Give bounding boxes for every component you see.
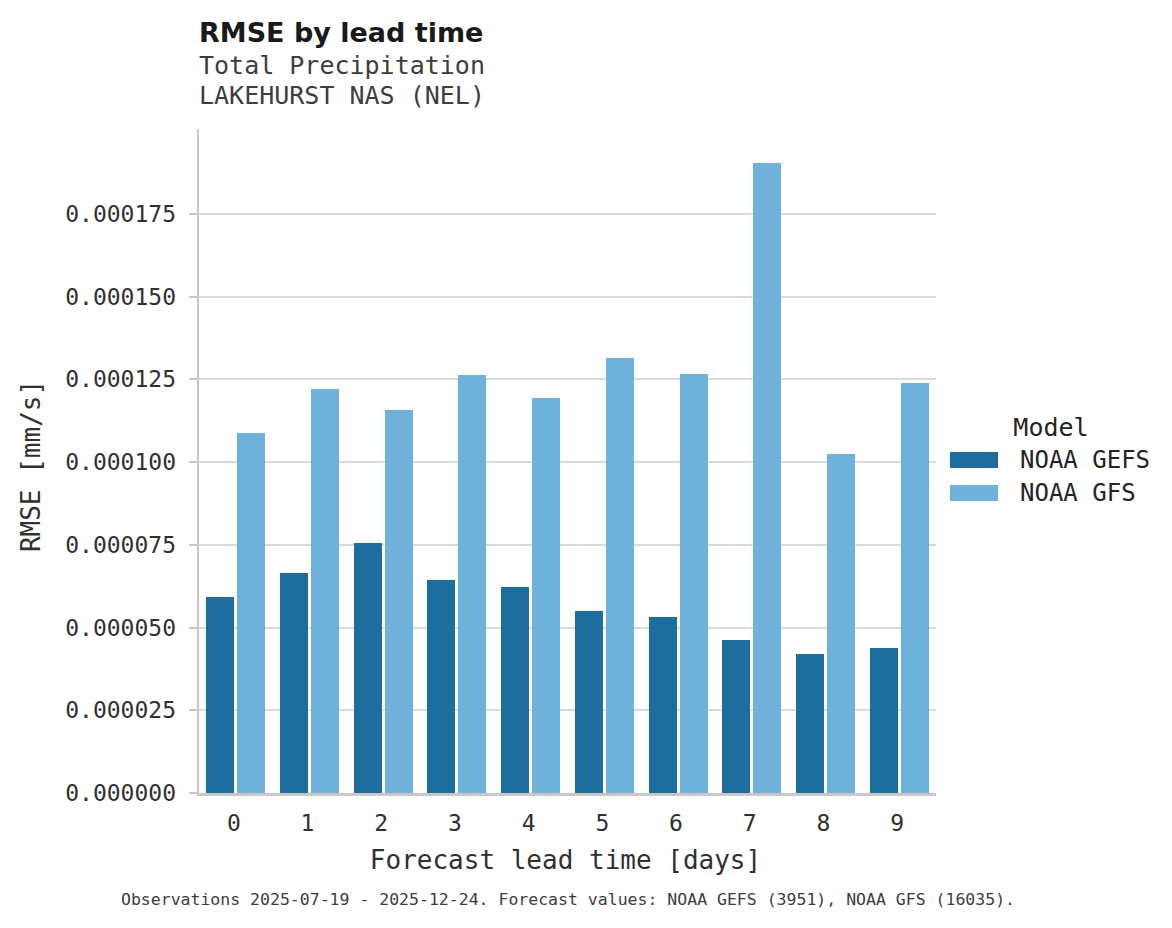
x-tick-label: 9 xyxy=(867,810,927,836)
x-tick-label: 4 xyxy=(499,810,559,836)
plot-area xyxy=(197,129,936,796)
bar-noaa-gefs-lead-9 xyxy=(870,648,898,793)
y-tick-mark xyxy=(189,213,197,215)
y-tick-label: 0.000000 xyxy=(0,779,176,807)
y-tick-label: 0.000075 xyxy=(0,531,176,559)
bar-noaa-gefs-lead-2 xyxy=(354,543,382,793)
legend-label-noaa-gefs: NOAA GEFS xyxy=(1020,446,1150,474)
x-tick-label: 8 xyxy=(793,810,853,836)
x-tick-label: 2 xyxy=(351,810,411,836)
chart-subtitle-variable: Total Precipitation xyxy=(199,51,485,80)
x-axis-title: Forecast lead time [days] xyxy=(197,845,934,875)
y-tick-label: 0.000125 xyxy=(0,365,176,393)
bar-noaa-gfs-lead-2 xyxy=(385,410,413,793)
bar-group-lead-0 xyxy=(199,129,273,793)
y-tick-mark xyxy=(189,627,197,629)
bar-noaa-gefs-lead-8 xyxy=(796,654,824,793)
bar-noaa-gefs-lead-7 xyxy=(722,640,750,793)
bar-group-lead-3 xyxy=(420,129,494,793)
bar-noaa-gfs-lead-8 xyxy=(827,454,855,793)
x-tick-label: 7 xyxy=(720,810,780,836)
legend-title: Model xyxy=(950,412,1152,443)
bar-group-lead-2 xyxy=(346,129,420,793)
x-tick-label: 3 xyxy=(425,810,485,836)
bar-group-lead-8 xyxy=(789,129,863,793)
bar-noaa-gfs-lead-7 xyxy=(753,163,781,793)
bar-noaa-gfs-lead-5 xyxy=(606,358,634,793)
y-tick-mark xyxy=(189,461,197,463)
y-tick-mark xyxy=(189,378,197,380)
bar-noaa-gfs-lead-3 xyxy=(458,375,486,793)
bar-noaa-gfs-lead-1 xyxy=(311,389,339,793)
bars-layer xyxy=(199,129,936,793)
y-tick-mark xyxy=(189,792,197,794)
rmse-bar-chart-figure: RMSE by lead time Total Precipitation LA… xyxy=(0,0,1172,928)
bar-noaa-gefs-lead-1 xyxy=(280,573,308,793)
bar-noaa-gefs-lead-4 xyxy=(501,587,529,793)
y-tick-label: 0.000025 xyxy=(0,696,176,724)
bar-group-lead-1 xyxy=(273,129,347,793)
legend-swatch-noaa-gefs xyxy=(950,452,998,468)
y-tick-label: 0.000050 xyxy=(0,614,176,642)
bar-noaa-gefs-lead-5 xyxy=(575,611,603,793)
x-tick-label: 6 xyxy=(646,810,706,836)
y-tick-mark xyxy=(189,709,197,711)
bar-noaa-gefs-lead-0 xyxy=(206,597,234,793)
x-tick-label: 5 xyxy=(572,810,632,836)
bar-noaa-gfs-lead-0 xyxy=(237,433,265,793)
y-tick-mark xyxy=(189,296,197,298)
bar-group-lead-4 xyxy=(494,129,568,793)
bar-noaa-gfs-lead-4 xyxy=(532,398,560,793)
bar-noaa-gfs-lead-6 xyxy=(680,374,708,793)
bar-noaa-gfs-lead-9 xyxy=(901,383,929,793)
y-tick-label: 0.000100 xyxy=(0,448,176,476)
y-tick-label: 0.000175 xyxy=(0,200,176,228)
legend-item-noaa-gfs: NOAA GFS xyxy=(950,477,1152,509)
chart-subtitle-station: LAKEHURST NAS (NEL) xyxy=(199,81,485,110)
legend: Model NOAA GEFS NOAA GFS xyxy=(950,412,1152,509)
legend-label-noaa-gfs: NOAA GFS xyxy=(1020,479,1136,507)
y-tick-mark xyxy=(189,544,197,546)
y-tick-label: 0.000150 xyxy=(0,283,176,311)
bar-group-lead-5 xyxy=(568,129,642,793)
bar-group-lead-7 xyxy=(715,129,789,793)
bar-group-lead-6 xyxy=(641,129,715,793)
figure-caption: Observations 2025-07-19 - 2025-12-24. Fo… xyxy=(0,890,1136,909)
bar-noaa-gefs-lead-3 xyxy=(427,580,455,793)
bar-noaa-gefs-lead-6 xyxy=(649,617,677,793)
legend-item-noaa-gefs: NOAA GEFS xyxy=(950,444,1152,476)
x-tick-label: 0 xyxy=(204,810,264,836)
legend-swatch-noaa-gfs xyxy=(950,485,998,501)
bar-group-lead-9 xyxy=(862,129,936,793)
x-tick-label: 1 xyxy=(278,810,338,836)
chart-title: RMSE by lead time xyxy=(199,17,483,48)
